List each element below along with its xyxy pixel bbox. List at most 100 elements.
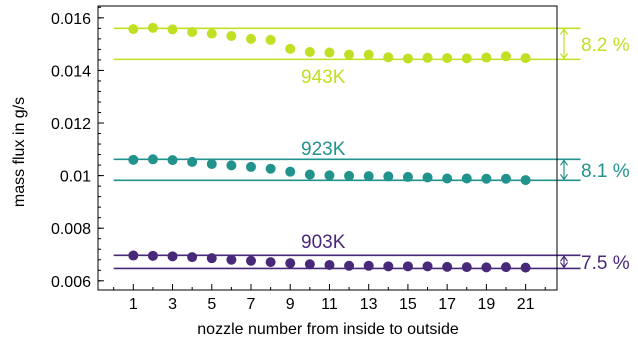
point-923K-15 bbox=[402, 171, 413, 182]
point-943K-5 bbox=[206, 28, 217, 39]
point-943K-15 bbox=[402, 53, 413, 64]
point-923K-6 bbox=[226, 160, 237, 171]
spread-label-923K: 8.1 % bbox=[581, 161, 630, 182]
series-labels: 943K 923K 903K bbox=[301, 67, 346, 253]
point-903K-7 bbox=[246, 255, 256, 266]
y-tick-label-3: 0.012 bbox=[51, 116, 91, 133]
point-903K-9 bbox=[285, 258, 296, 269]
point-943K-3 bbox=[167, 24, 178, 35]
point-903K-13 bbox=[363, 260, 374, 271]
point-923K-2 bbox=[147, 154, 158, 165]
x-tick-label-5: 5 bbox=[207, 296, 216, 313]
spread-label-943K: 8.2 % bbox=[581, 35, 630, 56]
point-943K-10 bbox=[304, 47, 315, 58]
point-943K-11 bbox=[324, 47, 335, 58]
point-943K-18 bbox=[461, 53, 472, 64]
point-923K-12 bbox=[344, 170, 355, 181]
y-tick-label-2: 0.01 bbox=[60, 169, 91, 186]
y-axis: 0.006 0.008 0.01 0.012 0.014 0.016 bbox=[51, 6, 104, 291]
point-923K-1 bbox=[128, 154, 139, 165]
y-tick-label-0: 0.006 bbox=[51, 274, 91, 291]
point-903K-11 bbox=[324, 260, 335, 271]
point-923K-7 bbox=[246, 161, 256, 172]
point-923K-3 bbox=[167, 155, 178, 166]
point-943K-9 bbox=[285, 43, 296, 54]
y-tick-label-5: 0.016 bbox=[51, 11, 91, 28]
spread-label-903K: 7.5 % bbox=[581, 253, 630, 274]
point-943K-21 bbox=[520, 53, 531, 64]
spread-arrowhead-bottom-903K bbox=[560, 262, 568, 269]
point-943K-6 bbox=[226, 30, 237, 41]
axes-frame bbox=[97, 5, 558, 291]
point-923K-20 bbox=[501, 173, 511, 184]
point-943K-19 bbox=[481, 52, 492, 63]
point-943K-12 bbox=[344, 49, 355, 60]
series-label-943K: 943K bbox=[301, 67, 346, 88]
point-923K-9 bbox=[285, 166, 296, 177]
x-tick-label-7: 7 bbox=[247, 296, 256, 313]
point-943K-4 bbox=[187, 27, 198, 38]
point-903K-21 bbox=[520, 262, 531, 273]
point-903K-1 bbox=[128, 250, 139, 261]
point-923K-11 bbox=[324, 170, 335, 181]
y-tick-label-1: 0.008 bbox=[51, 221, 91, 238]
spread-arrowhead-top-903K bbox=[560, 255, 568, 262]
point-923K-10 bbox=[304, 169, 315, 180]
point-943K-14 bbox=[383, 52, 394, 63]
point-923K-17 bbox=[442, 173, 453, 184]
point-923K-13 bbox=[363, 171, 374, 182]
point-923K-16 bbox=[422, 172, 433, 183]
point-903K-20 bbox=[501, 262, 511, 273]
point-903K-17 bbox=[442, 261, 453, 272]
point-903K-2 bbox=[147, 250, 158, 261]
point-903K-4 bbox=[187, 252, 198, 263]
point-903K-10 bbox=[304, 259, 315, 270]
point-903K-3 bbox=[167, 251, 178, 262]
point-923K-19 bbox=[481, 173, 492, 184]
x-tick-label-11: 11 bbox=[321, 296, 338, 313]
x-tick-label-19: 19 bbox=[477, 296, 495, 313]
spread-arrowhead-top-943K bbox=[560, 28, 568, 35]
point-943K-20 bbox=[501, 51, 511, 62]
series-label-903K: 903K bbox=[301, 232, 346, 253]
plot-frame bbox=[97, 5, 558, 291]
spread-arrowhead-top-923K bbox=[560, 159, 568, 166]
x-tick-label-9: 9 bbox=[286, 296, 295, 313]
point-943K-7 bbox=[246, 33, 256, 44]
point-903K-18 bbox=[461, 262, 472, 273]
spread-arrowhead-bottom-923K bbox=[560, 173, 568, 181]
point-943K-2 bbox=[147, 22, 158, 33]
y-tick-label-4: 0.014 bbox=[51, 63, 91, 80]
point-943K-17 bbox=[442, 53, 453, 64]
x-tick-label-13: 13 bbox=[360, 296, 378, 313]
point-923K-14 bbox=[383, 171, 394, 182]
x-tick-label-17: 17 bbox=[438, 296, 456, 313]
x-axis-title: nozzle number from inside to outside bbox=[197, 321, 459, 338]
point-903K-8 bbox=[265, 257, 276, 268]
point-903K-15 bbox=[402, 261, 413, 272]
point-903K-19 bbox=[481, 262, 492, 273]
data-points bbox=[128, 22, 531, 273]
x-tick-label-21: 21 bbox=[517, 296, 535, 313]
point-943K-16 bbox=[422, 52, 433, 63]
point-923K-4 bbox=[187, 156, 198, 167]
point-903K-14 bbox=[383, 261, 394, 272]
point-903K-6 bbox=[226, 254, 237, 265]
x-tick-label-3: 3 bbox=[168, 296, 177, 313]
y-axis-title: mass flux in g/s bbox=[11, 97, 28, 207]
point-923K-18 bbox=[461, 173, 472, 184]
point-943K-1 bbox=[128, 24, 139, 35]
point-903K-16 bbox=[422, 261, 433, 272]
point-903K-12 bbox=[344, 260, 355, 271]
x-tick-label-15: 15 bbox=[399, 296, 417, 313]
point-923K-21 bbox=[520, 175, 531, 186]
point-923K-5 bbox=[206, 159, 217, 170]
point-903K-5 bbox=[206, 253, 217, 264]
x-axis: 1 3 5 7 9 11 13 15 17 19 21 bbox=[113, 284, 546, 313]
spread-annotations: 8.2 % 8.1 % 7.5 % bbox=[560, 28, 630, 274]
point-923K-8 bbox=[265, 163, 276, 174]
point-943K-13 bbox=[363, 49, 374, 60]
series-label-923K: 923K bbox=[301, 139, 346, 160]
x-tick-label-1: 1 bbox=[129, 296, 138, 313]
